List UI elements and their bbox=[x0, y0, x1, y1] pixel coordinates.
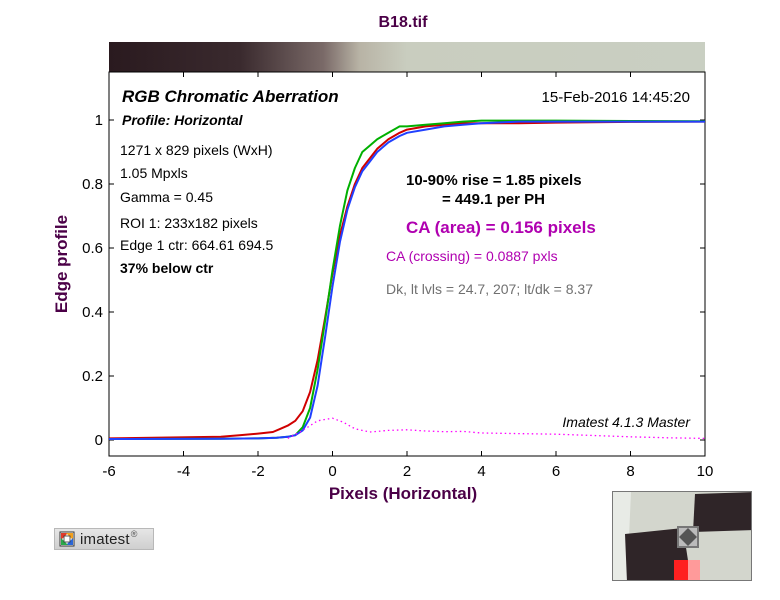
ca-area: CA (area) = 0.156 pixels bbox=[406, 218, 596, 237]
info-line-4: ROI 1: 233x182 pixels bbox=[120, 215, 258, 231]
x-tick-label: 0 bbox=[328, 463, 336, 480]
x-tick-label: 10 bbox=[697, 463, 714, 480]
plot-area bbox=[108, 71, 706, 457]
info-line-1: 1271 x 829 pixels (WxH) bbox=[120, 142, 273, 158]
xlabel: Pixels (Horizontal) bbox=[329, 484, 477, 503]
imatest-logo: imatest ® bbox=[54, 528, 154, 550]
roi-thumbnail bbox=[612, 491, 752, 581]
red-edge-curve bbox=[108, 120, 706, 440]
dark-light-levels: Dk, lt lvls = 24.7, 207; lt/dk = 8.37 bbox=[386, 281, 593, 297]
profile-label: Profile: Horizontal bbox=[122, 112, 244, 128]
chart-title: B18.tif bbox=[379, 14, 429, 31]
x-tick-label: 6 bbox=[552, 463, 560, 480]
x-tick-label: -4 bbox=[177, 463, 190, 480]
x-tick-label: 4 bbox=[477, 463, 485, 480]
imatest-logo-icon bbox=[59, 531, 75, 547]
rise-per-ph: = 449.1 per PH bbox=[442, 191, 545, 208]
info-line-3: Gamma = 0.45 bbox=[120, 189, 213, 205]
registered-mark: ® bbox=[130, 529, 138, 539]
software-version: Imatest 4.1.3 Master bbox=[562, 414, 691, 430]
timestamp: 15-Feb-2016 14:45:20 bbox=[542, 89, 690, 106]
info-line-2: 1.05 Mpxls bbox=[120, 165, 188, 181]
ca-crossing: CA (crossing) = 0.0887 pxls bbox=[386, 248, 558, 264]
x-tick-label: 8 bbox=[626, 463, 634, 480]
blue-edge-curve bbox=[108, 120, 705, 440]
y-tick-label: 0.6 bbox=[82, 240, 103, 257]
y-tick-label: 1 bbox=[95, 112, 103, 129]
info-line-6: 37% below ctr bbox=[120, 260, 214, 276]
x-tick-label: -6 bbox=[102, 463, 115, 480]
chart-heading: RGB Chromatic Aberration bbox=[122, 87, 339, 106]
logo-text: imatest bbox=[80, 530, 130, 548]
magenta-edge-curve bbox=[287, 417, 706, 440]
axis-ticks: -6 -4 -2 0 2 4 6 8 10 0 0.2 0.4 0.6 0.8 1 bbox=[82, 72, 713, 480]
roi-thumbnail-image bbox=[613, 492, 751, 580]
edge-curves bbox=[108, 119, 706, 440]
y-tick-label: 0.4 bbox=[82, 304, 103, 321]
edge-image-strip bbox=[109, 42, 705, 72]
info-line-5: Edge 1 ctr: 664.61 694.5 bbox=[120, 237, 274, 253]
y-tick-label: 0 bbox=[95, 432, 103, 449]
y-tick-label: 0.2 bbox=[82, 368, 103, 385]
x-tick-label: 2 bbox=[403, 463, 411, 480]
ylabel: Edge profile bbox=[52, 215, 71, 313]
x-tick-label: -2 bbox=[251, 463, 264, 480]
rise-distance: 10-90% rise = 1.85 pixels bbox=[406, 172, 582, 189]
y-tick-label: 0.8 bbox=[82, 176, 103, 193]
